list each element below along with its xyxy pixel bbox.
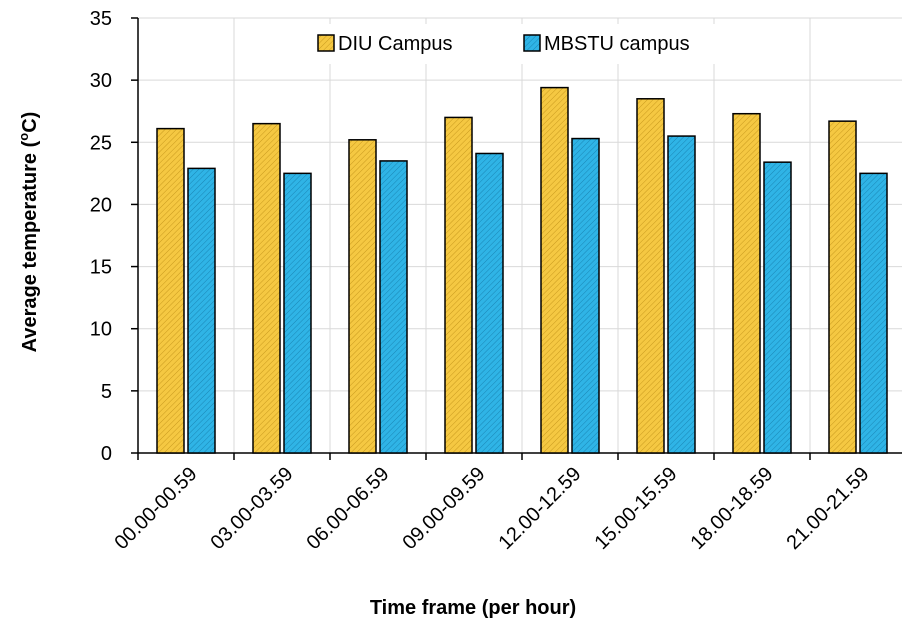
- bar-diu-campus: [348, 139, 377, 454]
- legend-label-diu-campus: DIU Campus: [338, 33, 452, 55]
- y-axis-title: Average temperature (oC): [16, 112, 41, 353]
- legend-background: [300, 24, 740, 64]
- bar-mbstu-campus: [187, 167, 216, 454]
- x-tick-label: 09.00-09.59: [398, 463, 489, 554]
- x-tick-label: 15.00-15.59: [590, 463, 681, 554]
- x-tick-label: 21.00-21.59: [782, 463, 873, 554]
- y-tick-label: 10: [90, 319, 112, 341]
- x-tick-label: 18.00-18.59: [686, 463, 777, 554]
- legend: DIU Campus MBSTU campus: [300, 24, 740, 64]
- y-tick-label: 5: [101, 381, 112, 403]
- bar-mbstu-campus: [571, 137, 600, 454]
- bar-diu-campus: [636, 98, 665, 454]
- legend-label-mbstu-campus: MBSTU campus: [544, 33, 690, 55]
- bar-mbstu-campus: [763, 161, 792, 454]
- x-axis-title: Time frame (per hour): [370, 597, 576, 619]
- bar-diu-campus: [444, 116, 473, 454]
- bars: [156, 86, 888, 454]
- y-axis-title-superscript: o: [16, 133, 31, 141]
- bar-diu-campus: [732, 112, 761, 454]
- y-tick-label: 30: [90, 70, 112, 92]
- y-tick-label: 35: [90, 8, 112, 30]
- y-axis-title-unit: C): [19, 112, 41, 133]
- y-tick-label: 0: [101, 443, 112, 465]
- bar-mbstu-campus: [859, 172, 888, 454]
- legend-swatch-diu-campus: [317, 34, 335, 52]
- bar-mbstu-campus: [379, 160, 408, 454]
- bar-mbstu-campus: [667, 135, 696, 454]
- legend-swatch-mbstu-campus: [523, 34, 541, 52]
- y-tick-label: 20: [90, 194, 112, 216]
- y-axis-title-main: Average temperature (: [19, 140, 41, 352]
- y-tick-label: 15: [90, 257, 112, 279]
- x-tick-label: 03.00-03.59: [206, 463, 297, 554]
- x-tick-label: 00.00-00.59: [110, 463, 201, 554]
- bar-diu-campus: [156, 127, 185, 454]
- gridlines: [138, 17, 902, 453]
- bar-mbstu-campus: [475, 152, 504, 454]
- bar-mbstu-campus: [283, 172, 312, 454]
- bar-diu-campus: [252, 122, 281, 454]
- bar-diu-campus: [828, 120, 857, 454]
- x-tick-label: 12.00-12.59: [494, 463, 585, 554]
- x-tick-label: 06.00-06.59: [302, 463, 393, 554]
- bar-diu-campus: [540, 86, 569, 454]
- y-tick-label: 25: [90, 132, 112, 154]
